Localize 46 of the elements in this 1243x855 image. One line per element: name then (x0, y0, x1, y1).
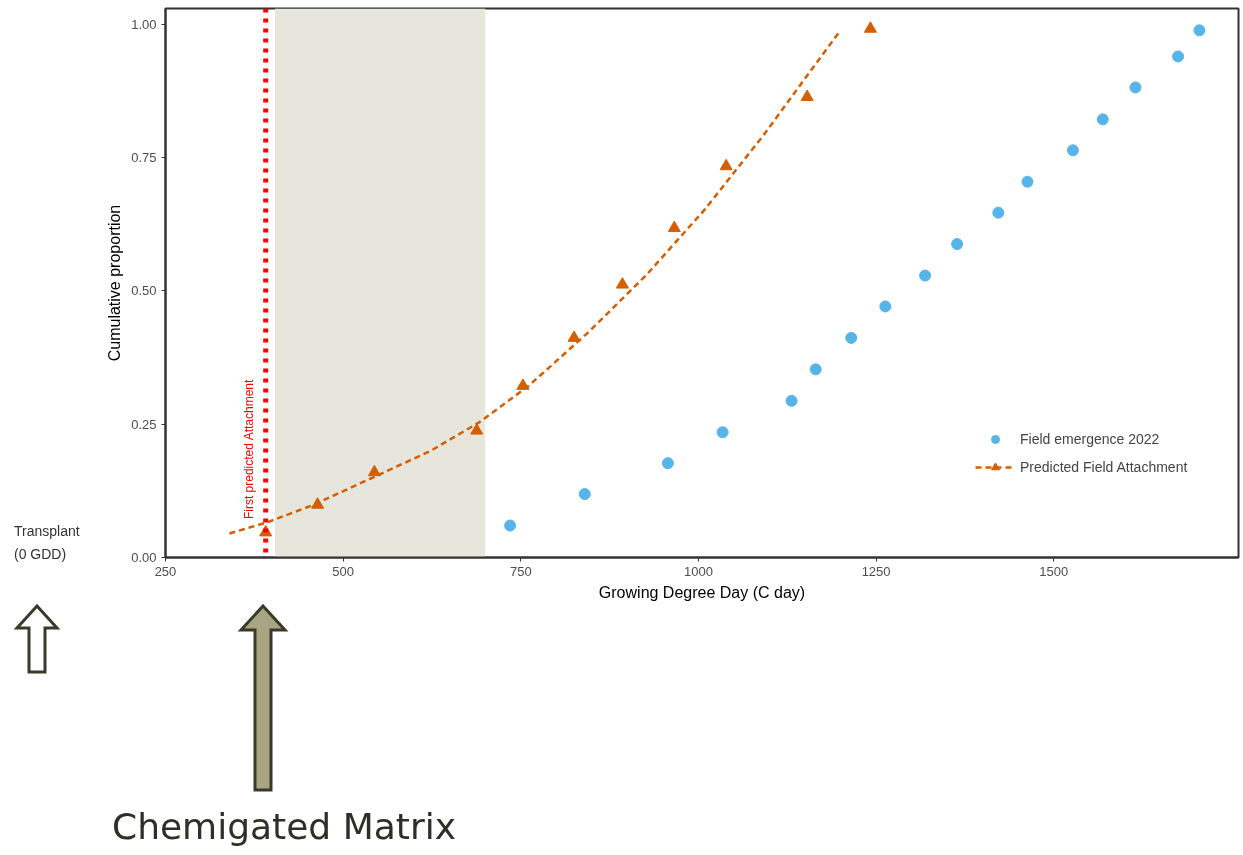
point (1129, 81, 1142, 94)
x-axis-title: Growing Degree Day (C day) (598, 583, 806, 601)
y-tick-label: 0.00 (131, 550, 157, 565)
point (716, 426, 729, 439)
point (845, 331, 858, 344)
text: Transplant (14, 523, 80, 540)
legend-label: Predicted Field Attachment (1020, 459, 1188, 475)
point (919, 269, 932, 282)
point (615, 277, 629, 289)
point (311, 497, 325, 509)
text: Chemigated Matrix (112, 805, 456, 849)
x-tick-label: 1000 (683, 563, 713, 579)
point (516, 378, 530, 390)
y-tick-label: 0.25 (131, 416, 157, 432)
x-tick-label: 250 (154, 563, 177, 579)
point (1066, 144, 1079, 157)
y-tick-label: 1.00 (131, 16, 157, 32)
point (809, 363, 822, 376)
point (567, 330, 581, 342)
point (879, 300, 892, 313)
x-tick-label: 1250 (861, 563, 891, 579)
point (992, 206, 1005, 219)
point (667, 220, 681, 233)
point (1021, 175, 1034, 188)
y-axis-title: Cumulative proportion (106, 204, 124, 362)
point (661, 457, 674, 470)
text: (0 GDD) (14, 546, 67, 563)
point (1172, 50, 1185, 63)
y-tick-label: 0.75 (131, 150, 157, 166)
x-tick-label: 1500 (1039, 563, 1069, 579)
legend-label: Field emergence 2022 (1020, 431, 1160, 447)
point (367, 464, 381, 477)
x-tick-label: 750 (509, 563, 532, 579)
point (578, 488, 591, 501)
point (800, 89, 814, 101)
y-tick-label: 0.50 (131, 283, 157, 299)
x-tick-label: 500 (332, 563, 355, 579)
point (1096, 113, 1109, 126)
point (470, 423, 484, 435)
point (719, 158, 733, 171)
point (951, 238, 964, 251)
point (1193, 24, 1206, 37)
point (785, 394, 798, 407)
ref-line-label: First predicted Attachment (241, 379, 256, 520)
point (504, 519, 517, 532)
point (863, 21, 877, 33)
